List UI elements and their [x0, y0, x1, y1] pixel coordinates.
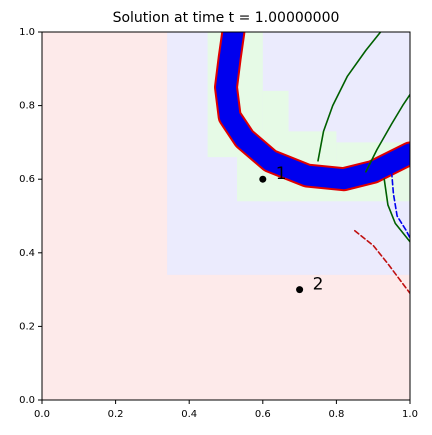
- curve: [317, 32, 382, 162]
- x-tick-label: 0.4: [181, 409, 197, 420]
- curve: [390, 171, 410, 239]
- y-tick-label: 0.2: [19, 321, 35, 332]
- curve: [365, 93, 410, 173]
- axes-frame: [41, 31, 411, 401]
- y-tick-label: 0.0: [19, 395, 35, 406]
- y-tick-label: 0.6: [19, 174, 35, 185]
- y-tick-label: 1.0: [19, 27, 35, 38]
- point: [259, 175, 267, 183]
- point: [296, 286, 304, 294]
- curve: [383, 178, 410, 243]
- y-tick-label: 0.4: [19, 248, 35, 259]
- x-tick-label: 0.6: [255, 409, 271, 420]
- point-label: 2: [313, 275, 324, 295]
- plot-area: [42, 32, 410, 400]
- y-tick-label: 0.8: [19, 101, 35, 112]
- point-label: 1: [276, 164, 287, 184]
- x-tick-label: 0.2: [108, 409, 124, 420]
- band: [216, 32, 410, 190]
- x-tick-label: 0.8: [328, 409, 344, 420]
- chart-title: Solution at time t = 1.00000000: [113, 10, 340, 26]
- x-tick-label: 1.0: [402, 409, 418, 420]
- curve: [353, 229, 410, 295]
- x-tick-label: 0.0: [34, 409, 50, 420]
